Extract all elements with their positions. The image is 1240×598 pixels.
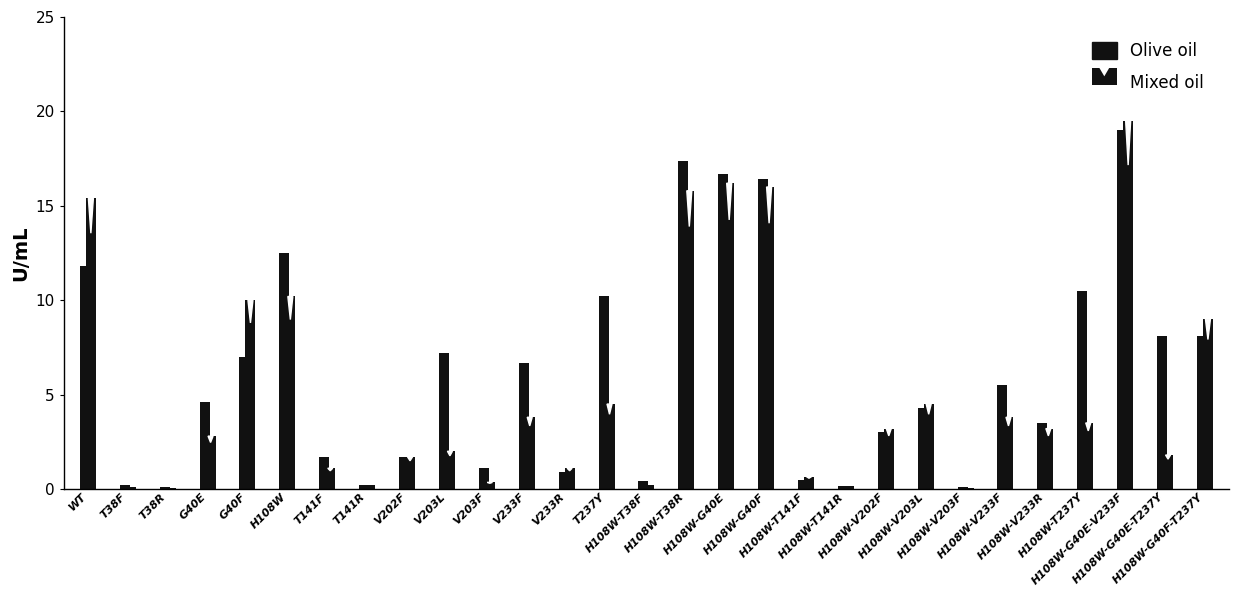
Bar: [1163, 455, 1173, 489]
Bar: [518, 362, 528, 489]
Bar: [1078, 291, 1087, 489]
Polygon shape: [1045, 429, 1050, 436]
Bar: [605, 404, 615, 489]
Polygon shape: [408, 457, 413, 461]
Bar: [799, 480, 808, 489]
Bar: [325, 468, 335, 489]
Bar: [246, 300, 255, 489]
Polygon shape: [248, 300, 253, 323]
Bar: [445, 451, 455, 489]
Polygon shape: [448, 451, 453, 456]
Polygon shape: [527, 417, 532, 426]
Polygon shape: [88, 199, 93, 233]
Bar: [405, 457, 415, 489]
Bar: [884, 429, 894, 489]
Polygon shape: [1086, 423, 1091, 431]
Bar: [639, 481, 649, 489]
Bar: [1203, 319, 1213, 489]
Bar: [86, 199, 95, 489]
Bar: [963, 488, 973, 489]
Bar: [120, 485, 130, 489]
Bar: [1117, 130, 1127, 489]
Bar: [957, 487, 967, 489]
Bar: [79, 266, 89, 489]
Bar: [758, 179, 768, 489]
Bar: [365, 485, 376, 489]
Polygon shape: [1166, 455, 1171, 459]
Polygon shape: [727, 183, 732, 220]
Polygon shape: [208, 436, 213, 443]
Bar: [239, 357, 249, 489]
Polygon shape: [1126, 121, 1131, 165]
Bar: [319, 457, 330, 489]
Bar: [997, 385, 1007, 489]
Polygon shape: [1205, 319, 1210, 340]
Y-axis label: U/mL: U/mL: [11, 225, 30, 281]
Bar: [160, 487, 170, 489]
Bar: [1197, 336, 1207, 489]
Bar: [599, 297, 609, 489]
Legend: Olive oil, Mixed oil: Olive oil, Mixed oil: [1075, 26, 1220, 108]
Bar: [678, 161, 688, 489]
Bar: [924, 404, 934, 489]
Bar: [1123, 121, 1133, 489]
Bar: [1003, 417, 1013, 489]
Bar: [200, 402, 210, 489]
Polygon shape: [926, 404, 931, 414]
Bar: [439, 353, 449, 489]
Polygon shape: [327, 468, 332, 471]
Bar: [684, 191, 694, 489]
Bar: [844, 486, 854, 489]
Polygon shape: [288, 297, 293, 319]
Polygon shape: [887, 429, 892, 436]
Polygon shape: [687, 191, 692, 227]
Bar: [399, 457, 409, 489]
Bar: [838, 486, 848, 489]
Polygon shape: [608, 404, 613, 414]
Bar: [485, 483, 495, 489]
Bar: [279, 253, 289, 489]
Bar: [804, 477, 813, 489]
Bar: [878, 432, 888, 489]
Bar: [1043, 429, 1053, 489]
Bar: [718, 174, 728, 489]
Bar: [360, 485, 370, 489]
Bar: [206, 436, 216, 489]
Bar: [764, 187, 774, 489]
Bar: [479, 468, 489, 489]
Bar: [1038, 423, 1048, 489]
Bar: [559, 472, 569, 489]
Polygon shape: [567, 468, 572, 471]
Bar: [285, 297, 295, 489]
Bar: [1084, 423, 1094, 489]
Bar: [125, 487, 135, 489]
Polygon shape: [766, 187, 771, 223]
Bar: [1157, 336, 1167, 489]
Polygon shape: [806, 477, 811, 478]
Bar: [525, 417, 534, 489]
Bar: [724, 183, 734, 489]
Polygon shape: [1006, 417, 1011, 426]
Bar: [918, 408, 928, 489]
Bar: [645, 485, 655, 489]
Bar: [564, 468, 574, 489]
Bar: [166, 488, 176, 489]
